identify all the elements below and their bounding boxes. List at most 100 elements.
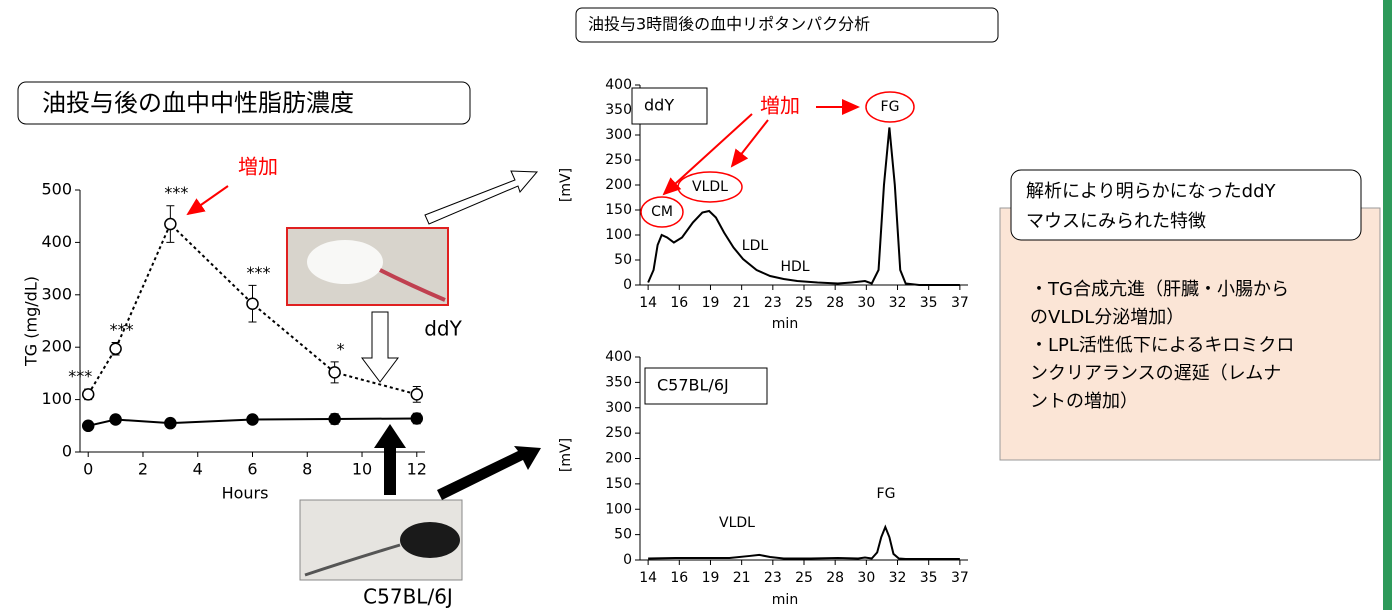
- significance: ***: [68, 367, 92, 386]
- y-tick-label: 250: [605, 425, 632, 441]
- x-tick-label: 23: [764, 295, 782, 311]
- y-tick-label: 150: [605, 202, 632, 218]
- y-tick-label: 200: [41, 337, 72, 356]
- x-tick-label: 10: [352, 460, 372, 479]
- x-tick-label: 21: [733, 295, 751, 311]
- data-point: [247, 414, 258, 425]
- data-point: [83, 389, 94, 400]
- arrow: [362, 312, 398, 382]
- y-tick-label: 150: [605, 476, 632, 492]
- arrow: [437, 446, 541, 500]
- x-tick-label: 35: [920, 570, 938, 586]
- x-tick-label: 8: [302, 460, 312, 479]
- data-point: [165, 219, 176, 230]
- finding-item: ンクリアランスの遅延（レムナ: [1030, 363, 1281, 384]
- x-tick-label: 37: [951, 295, 969, 311]
- y-tick-label: 0: [62, 442, 72, 461]
- x-tick-label: 25: [795, 295, 813, 311]
- y-tick-label: 350: [605, 102, 632, 118]
- x-tick-label: 19: [702, 570, 720, 586]
- y-tick-label: 50: [614, 527, 632, 543]
- finding-item: のVLDL分泌増加）: [1030, 307, 1184, 328]
- finding-item: ・LPL活性低下によるキロミクロ: [1030, 335, 1294, 356]
- peak-label: VLDL: [719, 515, 755, 531]
- mouse-black: [400, 522, 460, 558]
- mouse-white: [307, 240, 383, 284]
- finding-item: ントの増加）: [1030, 391, 1138, 412]
- data-point: [83, 420, 94, 431]
- annotation: 増加: [238, 155, 278, 179]
- significance: ***: [164, 183, 188, 202]
- edge-bar: [1383, 0, 1392, 610]
- x-tick-label: 16: [670, 295, 688, 311]
- slide: 油投与3時間後の血中リポタンパク分析 油投与後の血中中性脂肪濃度 解析により明ら…: [0, 0, 1392, 610]
- arrow: [425, 171, 537, 224]
- x-tick-label: 2: [138, 460, 148, 479]
- findings-box: [1000, 208, 1380, 460]
- y-tick-label: 0: [623, 552, 632, 568]
- x-tick-label: 23: [764, 570, 782, 586]
- peak-label: HDL: [780, 259, 809, 275]
- y-axis-label: [mV]: [558, 438, 574, 472]
- y-tick-label: 400: [605, 77, 632, 93]
- data-point: [411, 413, 422, 424]
- x-axis-label: min: [772, 592, 798, 608]
- y-axis-label: [mV]: [558, 168, 574, 202]
- y-tick-label: 50: [614, 252, 632, 268]
- x-tick-label: 16: [670, 570, 688, 586]
- data-point: [329, 413, 340, 424]
- peak-label: CM: [651, 204, 673, 220]
- x-tick-label: 28: [826, 570, 844, 586]
- y-axis-label: TG (mg/dL): [22, 276, 41, 367]
- top-title: 油投与3時間後の血中リポタンパク分析: [588, 15, 870, 34]
- photo-label: C57BL/6J: [363, 585, 453, 609]
- data-point: [110, 343, 121, 354]
- x-tick-label: 37: [951, 570, 969, 586]
- sample-label: C57BL/6J: [657, 376, 729, 395]
- data-point: [247, 298, 258, 309]
- y-tick-label: 100: [605, 227, 632, 243]
- y-tick-label: 400: [41, 232, 72, 251]
- x-tick-label: 0: [83, 460, 93, 479]
- finding-item: ・TG合成亢進（肝臓・小腸から: [1030, 279, 1289, 300]
- y-tick-label: 300: [41, 284, 72, 303]
- findings-title: マウスにみられた特徴: [1026, 211, 1206, 232]
- x-tick-label: 14: [639, 570, 657, 586]
- y-tick-label: 300: [605, 400, 632, 416]
- arrow: [374, 424, 406, 495]
- x-tick-label: 30: [857, 570, 875, 586]
- y-tick-label: 400: [605, 349, 632, 365]
- photo-label: ddY: [424, 317, 462, 341]
- peak-label: FG: [877, 486, 896, 502]
- x-tick-label: 14: [639, 295, 657, 311]
- peak-label: VLDL: [692, 179, 728, 195]
- left-title: 油投与後の血中中性脂肪濃度: [42, 89, 354, 117]
- annotation: 増加: [760, 94, 800, 118]
- sample-label: ddY: [644, 96, 674, 115]
- peak-label: FG: [881, 99, 900, 115]
- y-tick-label: 0: [623, 277, 632, 293]
- data-point: [411, 389, 422, 400]
- y-tick-label: 250: [605, 152, 632, 168]
- x-tick-label: 32: [889, 570, 907, 586]
- x-tick-label: 30: [857, 295, 875, 311]
- x-tick-label: 19: [702, 295, 720, 311]
- annotation-arrow: [188, 186, 228, 214]
- x-tick-label: 21: [733, 570, 751, 586]
- data-point: [165, 418, 176, 429]
- x-tick-label: 4: [193, 460, 203, 479]
- significance: ***: [110, 320, 134, 339]
- y-tick-label: 200: [605, 177, 632, 193]
- data-point: [110, 414, 121, 425]
- y-tick-label: 100: [41, 389, 72, 408]
- x-axis-label: min: [772, 316, 798, 332]
- x-tick-label: 25: [795, 570, 813, 586]
- x-tick-label: 32: [889, 295, 907, 311]
- peak-label: LDL: [742, 238, 769, 254]
- findings-title: 解析により明らかになったddY: [1026, 181, 1276, 202]
- significance: *: [337, 339, 345, 358]
- x-tick-label: 12: [407, 460, 427, 479]
- y-tick-label: 100: [605, 501, 632, 517]
- y-tick-label: 300: [605, 127, 632, 143]
- series-line: [648, 527, 960, 559]
